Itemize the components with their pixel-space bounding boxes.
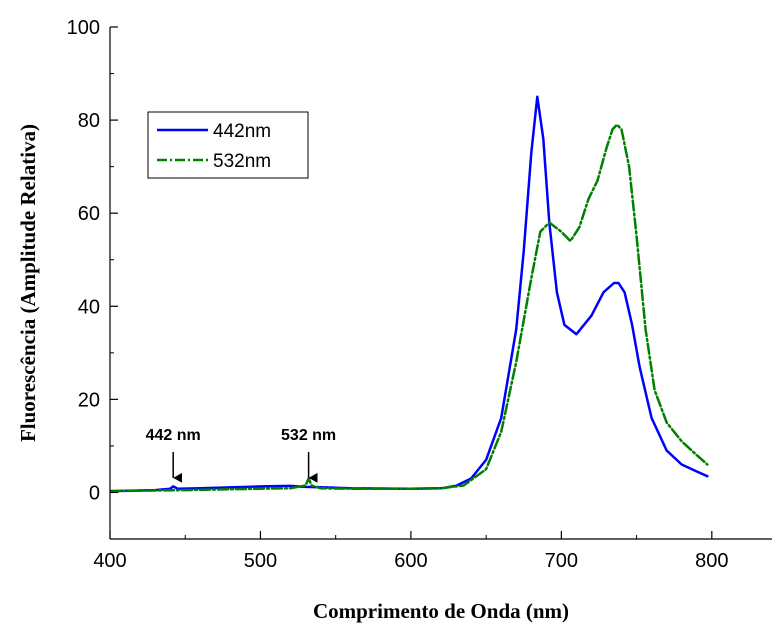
legend-label-442nm: 442nm xyxy=(213,121,271,142)
series-line-442nm xyxy=(110,95,709,493)
x-tick-label: 500 xyxy=(244,550,277,572)
y-tick-label: 100 xyxy=(67,17,100,39)
y-tick-label: 20 xyxy=(78,389,100,411)
y-tick-label: 0 xyxy=(89,482,100,504)
annotation-label: 532 nm xyxy=(281,427,336,444)
legend-box xyxy=(147,111,309,179)
x-axis-title: Comprimento de Onda (nm) xyxy=(313,599,569,623)
x-axis-ticks: 400 500 600 700 800 xyxy=(93,531,729,572)
y-tick-label: 60 xyxy=(78,203,100,225)
x-tick-label: 600 xyxy=(394,550,427,572)
x-tick-label: 700 xyxy=(545,550,578,572)
annotation-label: 442 nm xyxy=(146,427,201,444)
y-axis-ticks: 0 20 40 60 80 100 xyxy=(67,17,118,540)
plot-background xyxy=(110,27,772,539)
y-axis-title: Fluorescência (Amplitude Relativa) xyxy=(16,124,40,442)
legend-label-532nm: 532nm xyxy=(213,151,271,172)
annotations: 442 nm 532 nm xyxy=(146,427,336,483)
x-tick-label: 400 xyxy=(93,550,126,572)
series-line-532nm xyxy=(110,123,709,493)
series-layer xyxy=(110,95,709,493)
x-tick-label: 800 xyxy=(695,550,728,572)
y-tick-label: 40 xyxy=(78,296,100,318)
legend: 442nm 532nm xyxy=(147,111,309,179)
y-tick-label: 80 xyxy=(78,110,100,132)
